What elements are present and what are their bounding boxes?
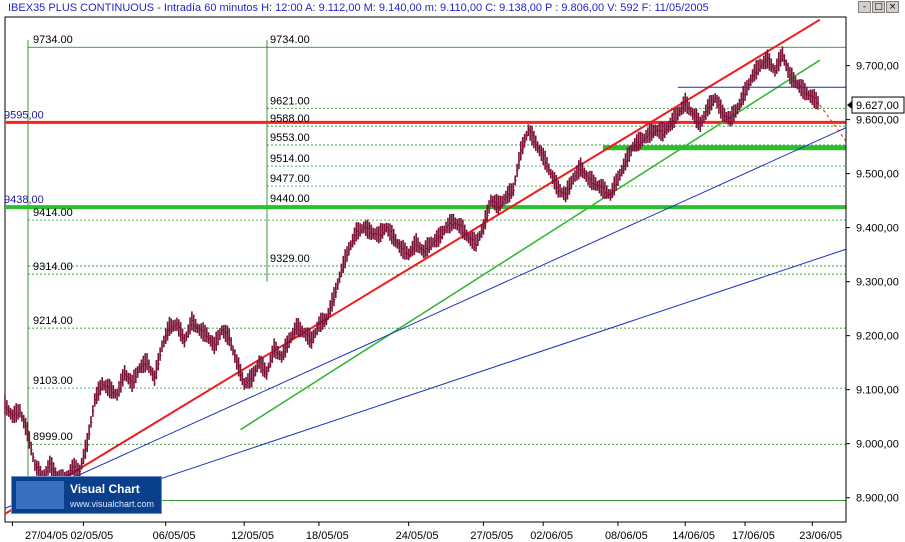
fib-level-label: 9553.00: [270, 132, 310, 144]
blue-trendline: [79, 248, 847, 507]
y-tick-label: 9.700,00: [856, 61, 899, 73]
title-text: IBEX35 PLUS CONTINUOUS - Intradía 60 min…: [8, 2, 709, 14]
close-button[interactable]: ×: [886, 1, 899, 13]
fib-level-label: 9329.00: [270, 253, 310, 265]
fib-level-label: 9103.00: [33, 375, 73, 387]
chart-logo-icon: [16, 481, 64, 509]
fib-level-label: 9734.00: [270, 34, 310, 46]
fib-level-label: 8999.00: [33, 431, 73, 443]
minimize-button[interactable]: -: [858, 1, 871, 13]
x-tick-label: 27/05/05: [470, 530, 513, 542]
x-tick-label: 18/05/05: [306, 530, 349, 542]
maximize-button[interactable]: □: [872, 1, 885, 13]
x-tick-label: 27/04/05: [25, 530, 68, 542]
x-tick-label: 02/06/05: [530, 530, 573, 542]
x-tick-label: 06/05/05: [153, 530, 196, 542]
y-tick-label: 9.300,00: [856, 277, 899, 289]
x-tick-label: 14/06/05: [672, 530, 715, 542]
title-bar: IBEX35 PLUS CONTINUOUS - Intradía 60 min…: [0, 0, 905, 16]
level-label: 9438,00: [4, 194, 44, 206]
level-label: 9595,00: [4, 109, 44, 121]
price-badge-text: 9.627,00: [856, 100, 899, 112]
fib-level-label: 9588.00: [270, 113, 310, 125]
x-tick-label: 12/05/05: [231, 530, 274, 542]
fib-level-label: 9214.00: [33, 315, 73, 327]
fib-level-label: 9440.00: [270, 193, 310, 205]
x-tick-label: 24/05/05: [396, 530, 439, 542]
x-tick-label: 23/06/05: [799, 530, 842, 542]
window-buttons: - □ ×: [858, 1, 899, 13]
fib-level-label: 9734.00: [33, 34, 73, 46]
price-badge-arrow: [847, 101, 852, 110]
logo-title: Visual Chart: [70, 482, 140, 496]
blue-trendline: [4, 127, 847, 509]
y-tick-label: 9.000,00: [856, 439, 899, 451]
fib-level-label: 9414.00: [33, 207, 73, 219]
x-tick-label: 02/05/05: [70, 530, 113, 542]
y-tick-label: 8.900,00: [856, 493, 899, 505]
y-tick-label: 9.600,00: [856, 115, 899, 127]
x-tick-label: 17/06/05: [732, 530, 775, 542]
y-tick-label: 9.100,00: [856, 385, 899, 397]
visualchart-logo: Visual Chart www.visualchart.com: [11, 476, 162, 514]
fib-level-label: 9314.00: [33, 261, 73, 273]
red-projection-line: [819, 104, 847, 142]
fib-level-label: 9514.00: [270, 153, 310, 165]
fib-level-label: 9621.00: [270, 95, 310, 107]
y-tick-label: 9.500,00: [856, 169, 899, 181]
y-tick-label: 9.200,00: [856, 331, 899, 343]
x-tick-label: 08/06/05: [605, 530, 648, 542]
y-tick-label: 9.400,00: [856, 223, 899, 235]
logo-url: www.visualchart.com: [70, 499, 155, 509]
fib-level-label: 9477.00: [270, 173, 310, 185]
